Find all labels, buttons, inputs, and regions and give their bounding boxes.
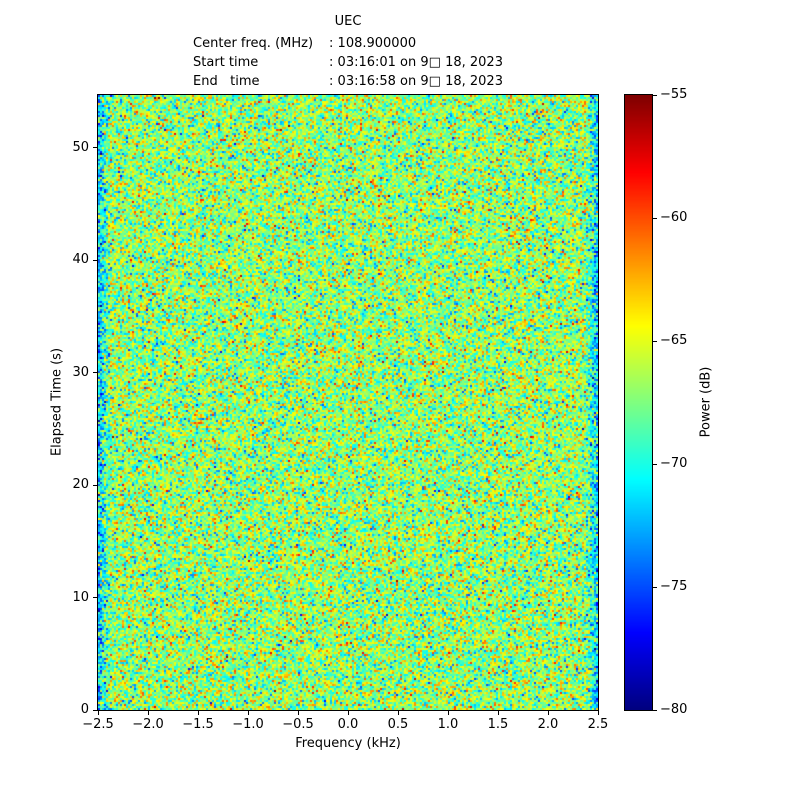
x-tick-mark (597, 711, 599, 715)
x-tick-label: 0.0 (337, 717, 359, 732)
y-tick-mark (93, 597, 97, 599)
end-time-line: End time : 03:16:58 on 9□ 18, 2023 (193, 72, 503, 91)
x-tick-mark (197, 711, 199, 715)
y-tick-label: 0 (80, 702, 89, 717)
spectrogram-canvas (98, 95, 598, 710)
colorbar-canvas (625, 95, 652, 710)
colorbar-tick-mark (653, 709, 657, 711)
start-time-label: Start time (193, 55, 259, 70)
colorbar-tick-mark (653, 586, 657, 588)
x-tick-label: 0.5 (387, 717, 409, 732)
y-tick-label: 10 (72, 589, 89, 605)
y-tick-label: 20 (72, 477, 89, 493)
center-freq-label: Center freq. (MHz) (193, 36, 314, 51)
y-tick-label: 40 (72, 252, 89, 268)
x-tick-mark (497, 711, 499, 715)
x-tick-label: −1.5 (182, 717, 214, 732)
y-tick-mark (93, 484, 97, 486)
y-tick-mark (93, 259, 97, 261)
colorbar-tick-label: −60 (660, 210, 688, 225)
header-lines: Center freq. (MHz) : 108.900000 Start tim… (193, 34, 503, 91)
y-tick-label: 30 (72, 364, 89, 380)
x-tick-label: 2.5 (587, 717, 609, 732)
x-tick-label: −1.0 (232, 717, 264, 732)
x-tick-label: 1.0 (437, 717, 459, 732)
x-tick-mark (547, 711, 549, 715)
x-tick-mark (97, 711, 99, 715)
colorbar-tick-mark (653, 463, 657, 465)
start-time-value: : 03:16:01 on 9□ 18, 2023 (329, 55, 503, 70)
x-tick-mark (297, 711, 299, 715)
x-tick-mark (447, 711, 449, 715)
y-tick-mark (93, 147, 97, 149)
colorbar-tick-label: −70 (660, 456, 688, 471)
x-tick-mark (397, 711, 399, 715)
center-freq-line: Center freq. (MHz) : 108.900000 (193, 34, 503, 53)
x-tick-label: −0.5 (282, 717, 314, 732)
center-freq-value: : 108.900000 (329, 36, 417, 51)
colorbar-tick-mark (653, 94, 657, 96)
start-time-line: Start time : 03:16:01 on 9□ 18, 2023 (193, 53, 503, 72)
y-tick-mark (93, 372, 97, 374)
colorbar-label: Power (dB) (698, 366, 714, 438)
colorbar-tick-label: −55 (660, 87, 688, 102)
colorbar-tick-label: −75 (660, 579, 688, 594)
figure-title: UEC (334, 14, 362, 29)
colorbar-tick-mark (653, 217, 657, 219)
end-time-label: End time (193, 74, 260, 89)
x-tick-label: −2.0 (132, 717, 164, 732)
x-tick-label: 2.0 (537, 717, 559, 732)
x-tick-mark (347, 711, 349, 715)
y-tick-mark (93, 709, 97, 711)
colorbar-tick-mark (653, 340, 657, 342)
end-time-value: : 03:16:58 on 9□ 18, 2023 (329, 74, 503, 89)
x-axis-label: Frequency (kHz) (295, 736, 401, 751)
colorbar-tick-label: −80 (660, 702, 688, 717)
y-axis-label: Elapsed Time (s) (49, 347, 65, 457)
x-tick-label: −2.5 (82, 717, 114, 732)
colorbar-tick-label: −65 (660, 333, 688, 348)
x-tick-mark (247, 711, 249, 715)
y-tick-label: 50 (72, 139, 89, 155)
x-tick-mark (147, 711, 149, 715)
figure-header: Center freq. (MHz) : 108.900000 Start tim… (98, 34, 598, 91)
x-tick-label: 1.5 (487, 717, 509, 732)
